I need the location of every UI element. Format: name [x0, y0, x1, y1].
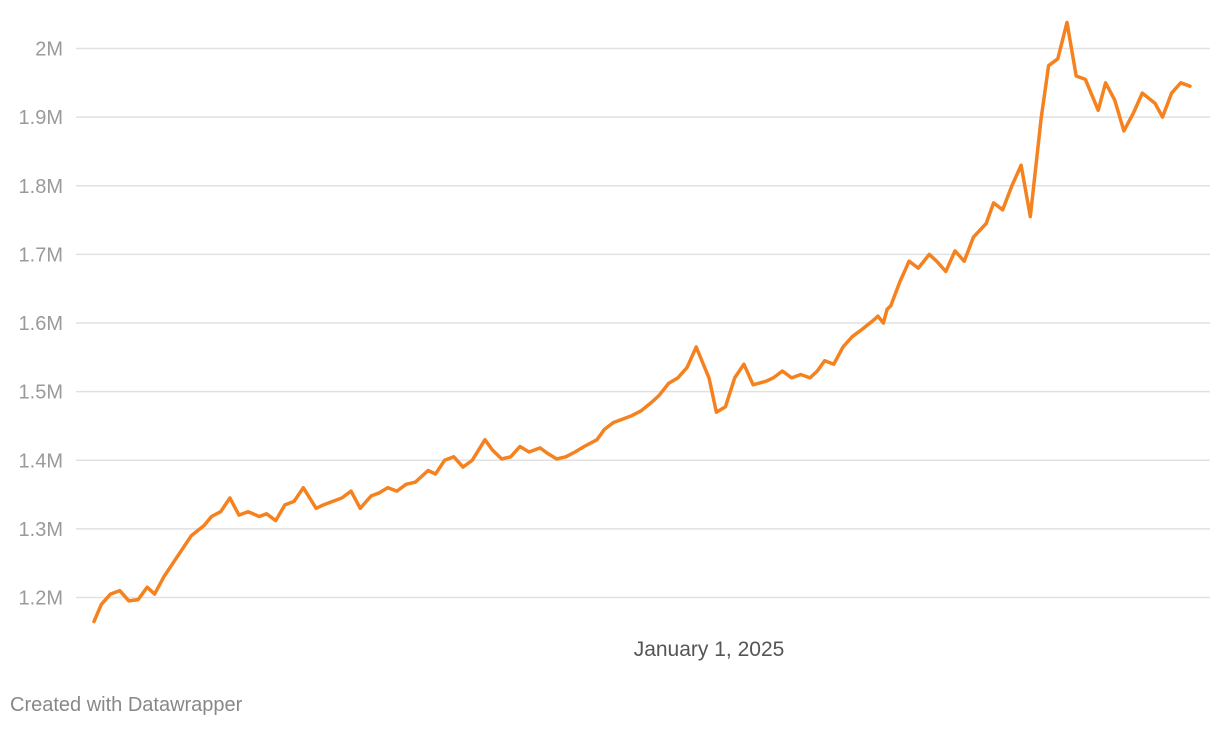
y-tick-label: 1.4M	[19, 450, 63, 472]
x-axis-tick-labels: January 1, 2025	[634, 638, 785, 661]
y-axis-tick-labels: 1.2M 1.3M 1.4M 1.5M 1.6M 1.7M 1.8M 1.9M 2M	[19, 39, 63, 610]
y-tick-label: 1.2M	[19, 588, 63, 610]
y-tick-label: 1.9M	[19, 107, 63, 129]
line-chart: 1.2M 1.3M 1.4M 1.5M 1.6M 1.7M 1.8M 1.9M 2M Janua…	[19, 20, 1210, 661]
y-tick-label: 2M	[35, 39, 63, 61]
series-layer	[92, 20, 1192, 624]
y-tick-label: 1.6M	[19, 313, 63, 335]
x-tick-label: January 1, 2025	[634, 638, 785, 661]
y-tick-label: 1.8M	[19, 176, 63, 198]
y-tick-label: 1.5M	[19, 382, 63, 404]
series-line	[92, 20, 1192, 624]
y-tick-label: 1.3M	[19, 519, 63, 541]
datawrapper-credit: Created with Datawrapper	[10, 694, 243, 716]
grid-lines	[76, 47, 1210, 599]
y-tick-label: 1.7M	[19, 244, 63, 266]
